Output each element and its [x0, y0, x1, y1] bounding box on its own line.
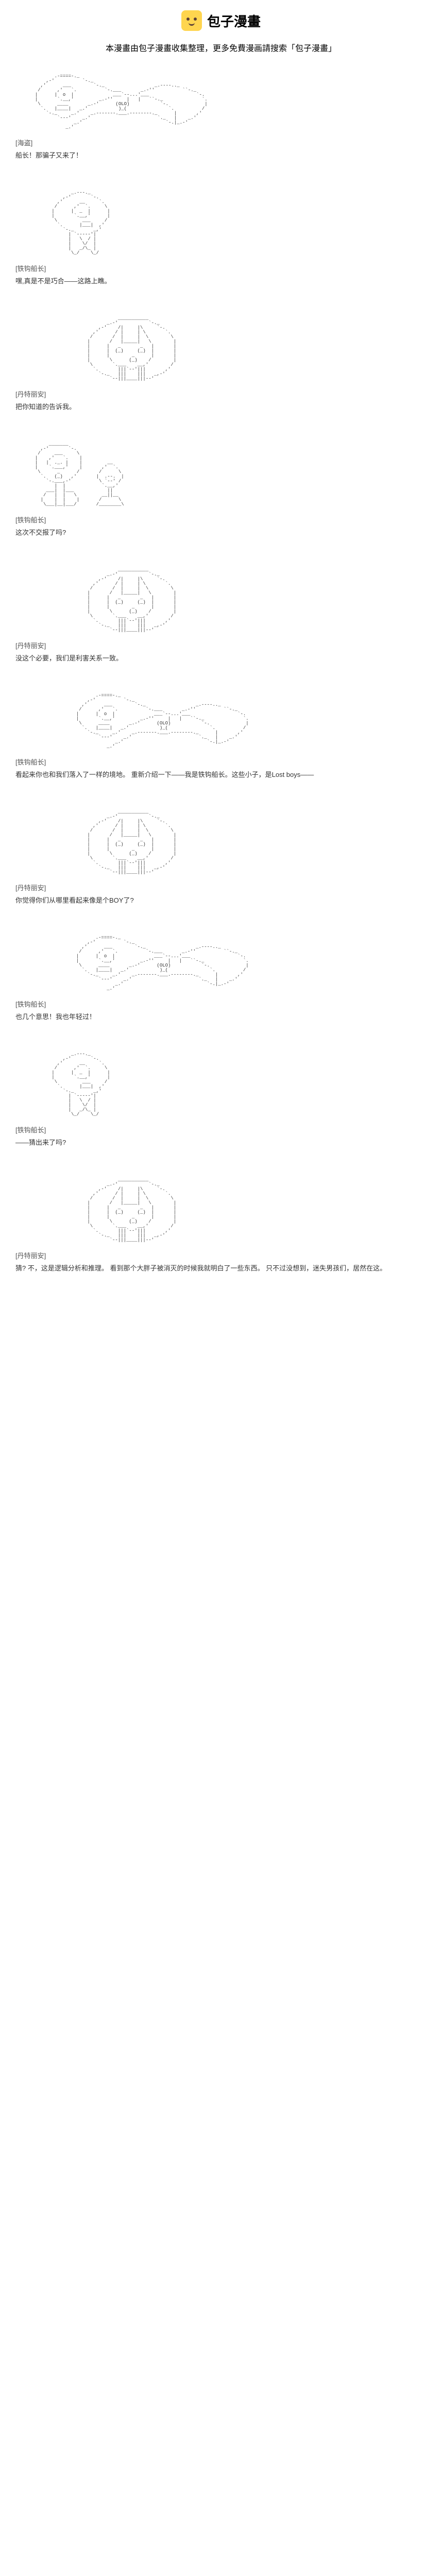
dialogue-text: 把你知道的告诉我。: [15, 401, 427, 411]
ascii-art-block: ___________ _.-' `-._ ,-' /| |\ `-. ,' /…: [57, 1178, 427, 1243]
speaker-label: [丹特丽安]: [15, 883, 427, 892]
comic-panel: .-====-._ ,-' `-._ ,' ___ `-._ _.----.._…: [0, 688, 442, 805]
ascii-art-block: ___________ _.-' `-._ ,-' /| |\ `-. ,' /…: [57, 810, 427, 875]
dialogue-text: 猜? 不，这是逻辑分析和推理。 看到那个大胖子被消灭的时候我就明白了一些东西。 …: [15, 1263, 427, 1273]
speaker-label: [铁钩船长]: [15, 999, 427, 1009]
comic-panel: _______ ,-' `-. / ___ \ | ,' `. |: [0, 437, 442, 563]
ascii-art-block: .-====-._ ,-' `-._ ,' ___ `-._ _.----.._…: [57, 693, 427, 749]
comic-panel: .-====-._ ,-' `-._ ,' ___ `-._ _.----.._…: [0, 69, 442, 185]
ascii-art-block: ___________ _.-' `-._ ,-' /| |\ `-. ,' /…: [57, 568, 427, 633]
comic-panel: _.---._ ,-' `-. ,' __ `. / ,' `. \: [0, 1047, 442, 1173]
speaker-label: [丹特丽安]: [15, 1250, 427, 1260]
comic-panel: ___________ _.-' `-._ ,-' /| |\ `-. ,' /…: [0, 1173, 442, 1298]
dialogue-text: 嘿,真是不是巧合——这路上瞧。: [15, 276, 427, 285]
ascii-art-block: .-====-._ ,-' `-._ ,' ___ `-._ _.----.._…: [57, 936, 427, 991]
speaker-label: [铁钩船长]: [15, 515, 427, 524]
page-header: 包子漫畫: [0, 0, 442, 36]
dialogue-text: 看起来你也和我们落入了一样的境地。 重新介绍一下——我是铁钩船长。这些小子，是L…: [15, 769, 427, 779]
speaker-label: [铁钩船长]: [15, 1125, 427, 1134]
dialogue-text: 你觉得你们从哪里看起来像是个BOY了?: [15, 895, 427, 905]
speaker-label: [铁钩船长]: [15, 263, 427, 273]
comic-panel: _.---._ ,-' `-. ,' __ `. / ,' `. \: [0, 185, 442, 311]
comic-panel: ___________ _.-' `-._ ,-' /| |\ `-. ,' /…: [0, 805, 442, 930]
ascii-art-block: .-====-._ ,-' `-._ ,' ___ `-._ _.----.._…: [15, 74, 427, 130]
dialogue-text: 这次不交报了吗?: [15, 527, 427, 537]
ascii-art-block: _.---._ ,-' `-. ,' __ `. / ,' `. \: [15, 1052, 427, 1117]
ascii-art-block: _______ ,-' `-. / ___ \ | ,' `. |: [15, 442, 427, 507]
dialogue-text: ——猜出来了吗?: [15, 1137, 427, 1147]
comic-panel: .-====-._ ,-' `-._ ,' ___ `-._ _.----.._…: [0, 930, 442, 1047]
speaker-label: [铁钩船长]: [15, 757, 427, 767]
dialogue-text: 没这个必要，我们是利害关系一致。: [15, 653, 427, 663]
speaker-label: [海盗]: [15, 138, 427, 147]
dialogue-text: 也几个意思！我也年轻过！: [15, 1011, 427, 1021]
page-subtitle: 本漫畫由包子漫畫收集整理，更多免費漫画請搜索「包子漫畫」: [0, 36, 442, 69]
dialogue-text: 船长！那骗子又来了！: [15, 150, 427, 160]
speaker-label: [丹特丽安]: [15, 389, 427, 399]
ascii-art-block: _.---._ ,-' `-. ,' __ `. / ,' `. \: [15, 191, 427, 256]
speaker-label: [丹特丽安]: [15, 640, 427, 650]
brand-name: 包子漫畫: [207, 11, 261, 30]
ascii-art-block: ___________ _.-' `-._ ,-' /| |\ `-. ,' /…: [57, 316, 427, 381]
comic-panel: ___________ _.-' `-._ ,-' /| |\ `-. ,' /…: [0, 563, 442, 688]
baozi-logo-icon: [181, 10, 202, 31]
comic-panel: ___________ _.-' `-._ ,-' /| |\ `-. ,' /…: [0, 311, 442, 437]
comic-panels-container: .-====-._ ,-' `-._ ,' ___ `-._ _.----.._…: [0, 69, 442, 1298]
